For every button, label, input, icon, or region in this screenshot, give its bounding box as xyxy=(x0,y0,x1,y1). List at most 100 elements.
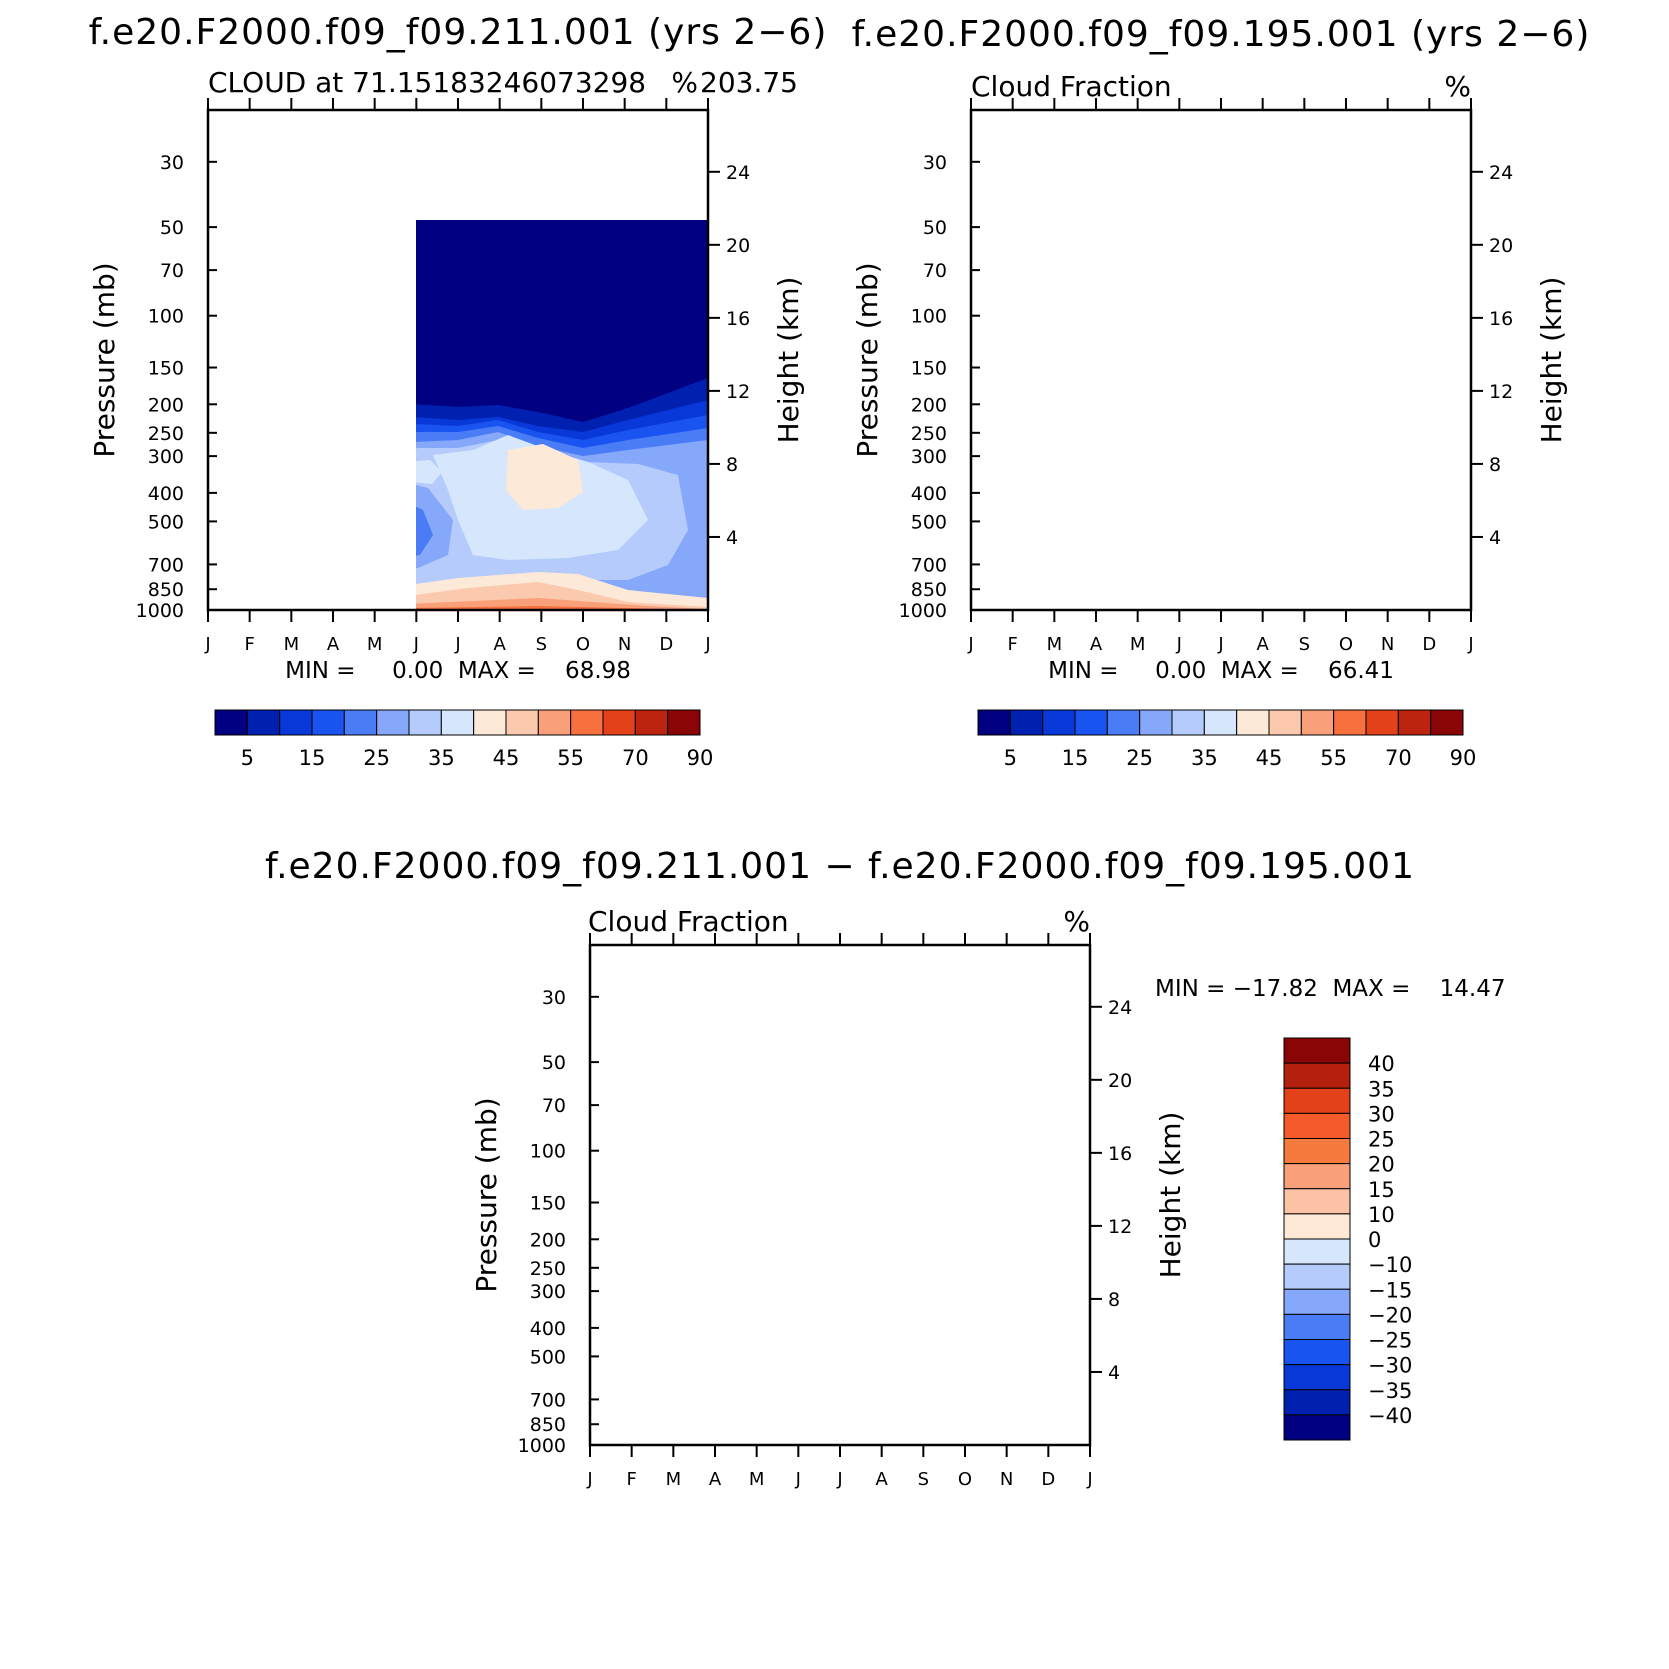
pressure-tick-label: 400 xyxy=(148,483,184,505)
colorbar-swatch xyxy=(1283,1364,1351,1391)
height-tick-label: 20 xyxy=(1489,235,1513,257)
contour-band xyxy=(971,444,1471,610)
panel-a-ylabel-right: Height (km) xyxy=(772,277,805,444)
colorbar-label: 35 xyxy=(1368,1077,1395,1101)
pressure-tick-label: 100 xyxy=(530,1141,566,1163)
panel-b-stats: MIN = 0.00 MAX = 66.41 xyxy=(1048,658,1394,684)
pressure-tick-label: 200 xyxy=(148,394,184,416)
colorbar-swatch xyxy=(1236,709,1270,736)
panel-c: f.e20.F2000.f09_f09.211.001 − f.e20.F200… xyxy=(265,846,1505,1490)
contour-band xyxy=(971,578,1471,610)
month-tick-label: F xyxy=(626,1469,636,1490)
panel-a-units: % xyxy=(671,66,698,99)
colorbar-swatch xyxy=(1283,1213,1351,1240)
colorbar-swatch xyxy=(1283,1238,1351,1265)
colorbar-label: 30 xyxy=(1368,1102,1395,1126)
month-tick-label: A xyxy=(876,1469,889,1490)
pressure-tick-label: 70 xyxy=(923,260,947,282)
panel-c-ylabel-right: Height (km) xyxy=(1154,1112,1187,1279)
colorbar-swatch xyxy=(246,709,281,736)
month-tick-label: J xyxy=(967,634,973,655)
contour-band xyxy=(920,1263,936,1279)
month-tick-label: J xyxy=(836,1469,842,1490)
height-tick-label: 8 xyxy=(1489,454,1501,476)
colorbar-label: 35 xyxy=(1191,746,1218,770)
height-tick-label: 20 xyxy=(1108,1070,1132,1092)
month-tick-label: J xyxy=(1086,1469,1092,1490)
pressure-tick-label: 300 xyxy=(530,1281,566,1303)
contour-band xyxy=(216,454,348,588)
month-tick-label: J xyxy=(454,634,460,655)
panel-c-frame xyxy=(588,943,1092,1447)
height-tick-label: 24 xyxy=(726,162,750,184)
contour-band xyxy=(971,580,1471,610)
month-tick-label: O xyxy=(1339,634,1353,655)
colorbar-swatch xyxy=(1042,709,1076,736)
pressure-tick-label: 200 xyxy=(911,394,947,416)
month-tick-label: J xyxy=(1176,634,1182,655)
colorbar-swatch xyxy=(1300,709,1335,736)
contour-band xyxy=(971,430,1471,610)
colorbar-swatch xyxy=(667,709,701,736)
panel-c-ylabel-left: Pressure (mb) xyxy=(470,1097,503,1292)
pressure-tick-label: 50 xyxy=(923,217,947,239)
month-tick-label: J xyxy=(704,634,710,655)
colorbar-label: 45 xyxy=(493,746,520,770)
colorbar-label: −25 xyxy=(1368,1329,1412,1353)
colorbar-swatch xyxy=(440,709,475,736)
colorbar-swatch xyxy=(1283,1062,1351,1089)
colorbar-swatch xyxy=(311,709,345,736)
pressure-tick-label: 150 xyxy=(148,358,184,380)
height-tick-label: 16 xyxy=(1489,308,1513,330)
panel-c-title: f.e20.F2000.f09_f09.211.001 − f.e20.F200… xyxy=(265,846,1415,887)
month-tick-label: N xyxy=(1381,634,1394,655)
month-tick-label: J xyxy=(795,1469,801,1490)
colorbar-label: −20 xyxy=(1368,1303,1412,1327)
contour-band xyxy=(782,1271,792,1279)
colorbar-swatch xyxy=(1074,709,1108,736)
colorbar-swatch xyxy=(1283,1414,1351,1441)
panel-a-stats: MIN = 0.00 MAX = 68.98 xyxy=(285,658,631,684)
pressure-tick-label: 300 xyxy=(911,446,947,468)
colorbar-label: −10 xyxy=(1368,1253,1412,1277)
pressure-tick-label: 700 xyxy=(148,554,184,576)
colorbar-swatch xyxy=(214,709,248,736)
pressure-tick-label: 400 xyxy=(911,483,947,505)
colorbar-swatch xyxy=(1333,709,1367,736)
height-tick-label: 16 xyxy=(726,308,750,330)
panel-a-right-ticks: 24 20 16 12 8 4 xyxy=(708,162,750,549)
panel-c-right-ticks: 24 20 16 12 8 4 xyxy=(1090,997,1132,1384)
colorbar-label: −30 xyxy=(1368,1354,1412,1378)
colorbar-label: 70 xyxy=(1385,746,1412,770)
month-tick-label: S xyxy=(1299,634,1310,655)
colorbar-swatch xyxy=(1283,1138,1351,1165)
colorbar-swatch xyxy=(634,709,669,736)
colorbar-label: −15 xyxy=(1368,1278,1412,1302)
contour-band xyxy=(1459,540,1471,585)
month-tick-label: S xyxy=(536,634,547,655)
month-tick-label: M xyxy=(1130,634,1146,655)
height-tick-label: 12 xyxy=(726,381,750,403)
colorbar-label: 5 xyxy=(241,746,254,770)
pressure-tick-label: 30 xyxy=(923,152,947,174)
month-tick-label: O xyxy=(576,634,590,655)
month-tick-label: M xyxy=(367,634,383,655)
contour-band xyxy=(1181,455,1431,580)
colorbar-label: 40 xyxy=(1368,1052,1395,1076)
colorbar-swatch xyxy=(279,709,313,736)
panel-c-units: % xyxy=(1063,905,1090,938)
panel-a-subtitle: CLOUD at 71.15183246073298 xyxy=(208,66,646,99)
height-tick-label: 4 xyxy=(1489,527,1501,549)
colorbar-swatch xyxy=(1203,709,1238,736)
pressure-tick-label: 850 xyxy=(148,579,184,601)
pressure-tick-label: 250 xyxy=(911,423,947,445)
colorbar-label: −40 xyxy=(1368,1404,1412,1428)
colorbar-label: 15 xyxy=(1368,1178,1395,1202)
panel-b-subtitle: Cloud Fraction xyxy=(971,70,1172,103)
colorbar-swatch xyxy=(1283,1288,1351,1315)
contour-band xyxy=(1121,540,1171,580)
